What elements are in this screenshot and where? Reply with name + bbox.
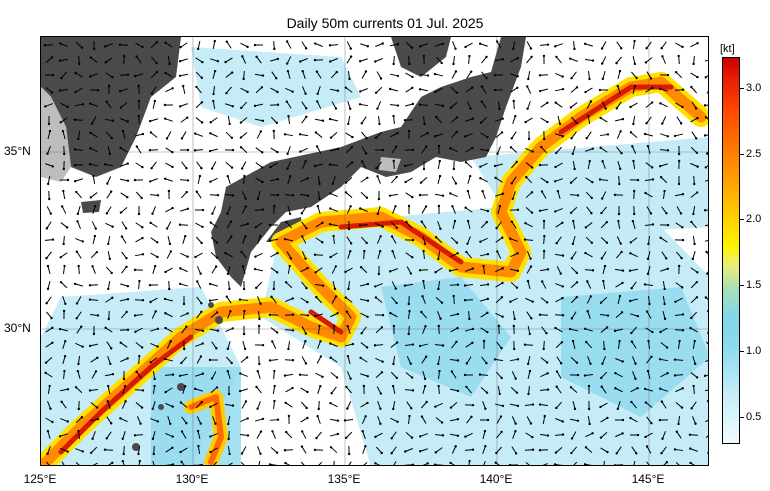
x-tick-135: 135°E <box>327 472 361 486</box>
map-canvas <box>41 37 708 465</box>
colorbar-tick-0-5: 0.5 <box>746 411 762 423</box>
colorbar-tick-2-0: 2.0 <box>746 213 762 225</box>
x-tick-130: 130°E <box>175 472 209 486</box>
colorbar-unit: [kt] <box>720 43 735 55</box>
x-tick-140: 140°E <box>479 472 513 486</box>
map-title: Daily 50m currents 01 Jul. 2025 <box>286 15 484 31</box>
current-arrows <box>43 39 708 465</box>
colorbar-tick-3-0: 3.0 <box>746 82 762 94</box>
moderate-current-field <box>151 277 708 465</box>
colorbar-tick-2-5: 2.5 <box>746 148 762 160</box>
y-tick-35: 35°N <box>4 144 31 158</box>
colorbar <box>722 57 740 444</box>
x-tick-145: 145°E <box>631 472 665 486</box>
colorbar-tick-1-0: 1.0 <box>746 345 762 357</box>
islands <box>132 302 223 451</box>
colorbar-tick-1-5: 1.5 <box>746 279 762 291</box>
x-tick-125: 125°E <box>23 472 57 486</box>
land-other <box>41 87 401 182</box>
current-map <box>40 36 709 466</box>
kuroshio-current <box>41 72 708 465</box>
y-tick-30: 30°N <box>4 321 31 335</box>
